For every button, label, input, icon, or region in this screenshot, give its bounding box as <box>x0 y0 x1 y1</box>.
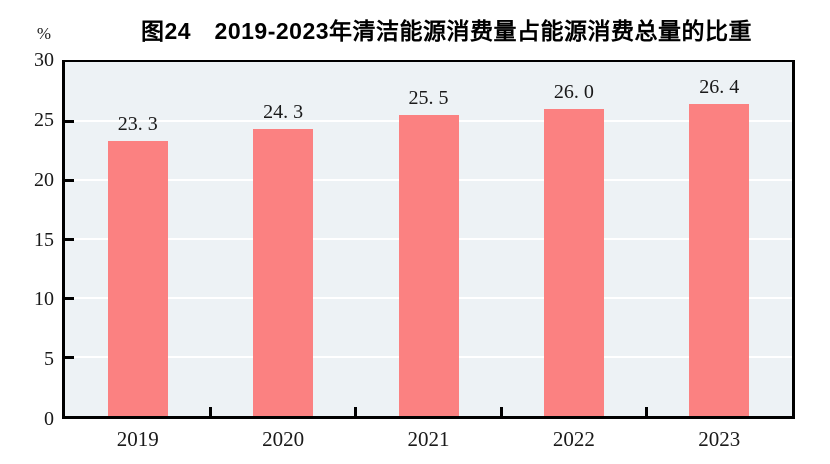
y-tick-label-0: 0 <box>44 408 54 430</box>
y-tick-label-25: 25 <box>34 108 54 131</box>
plot-inner-area: 23. 3 24. 3 25. 5 26. 0 26. 4 <box>65 62 792 416</box>
y-axis-tick-10 <box>65 296 74 300</box>
y-tick-label-5: 5 <box>44 348 54 371</box>
y-axis-unit-label: % <box>36 24 52 43</box>
x-axis-tick-1 <box>208 407 212 416</box>
y-axis-tick-15 <box>65 237 74 241</box>
x-tick-label-2019: 2019 <box>116 427 159 451</box>
bar-value-label-2020: 24. 3 <box>263 101 304 124</box>
bar-value-label-2019: 23. 3 <box>117 113 158 136</box>
x-tick-label-2023: 2023 <box>698 427 741 451</box>
plot-area: 23. 3 24. 3 25. 5 26. 0 26. 4 <box>62 60 795 419</box>
x-tick-label-2020: 2020 <box>262 427 305 451</box>
chart-title: 图24 2019-2023年清洁能源消费量占能源消费总量的比重 <box>140 18 753 44</box>
bar-2023 <box>689 104 750 416</box>
x-tick-label-2022: 2022 <box>552 427 595 451</box>
bar-2019 <box>107 141 168 416</box>
bar-2020 <box>253 129 314 416</box>
bar-2022 <box>543 109 604 416</box>
x-axis-tick-3 <box>499 407 503 416</box>
y-tick-label-20: 20 <box>34 168 54 191</box>
bar-value-label-2021: 25. 5 <box>408 87 449 110</box>
y-axis-tick-25 <box>65 119 74 123</box>
y-tick-label-30: 30 <box>34 49 54 71</box>
x-axis-tick-2 <box>354 407 358 416</box>
y-tick-label-15: 15 <box>34 228 54 251</box>
y-tick-label-10: 10 <box>34 288 54 311</box>
x-tick-label-2021: 2021 <box>407 427 450 451</box>
bar-2021 <box>398 115 459 416</box>
bar-value-label-2022: 26. 0 <box>553 81 594 104</box>
y-axis-tick-5 <box>65 355 74 359</box>
bar-value-label-2023: 26. 4 <box>699 76 740 99</box>
x-axis-tick-4 <box>645 407 649 416</box>
y-axis-tick-20 <box>65 178 74 182</box>
